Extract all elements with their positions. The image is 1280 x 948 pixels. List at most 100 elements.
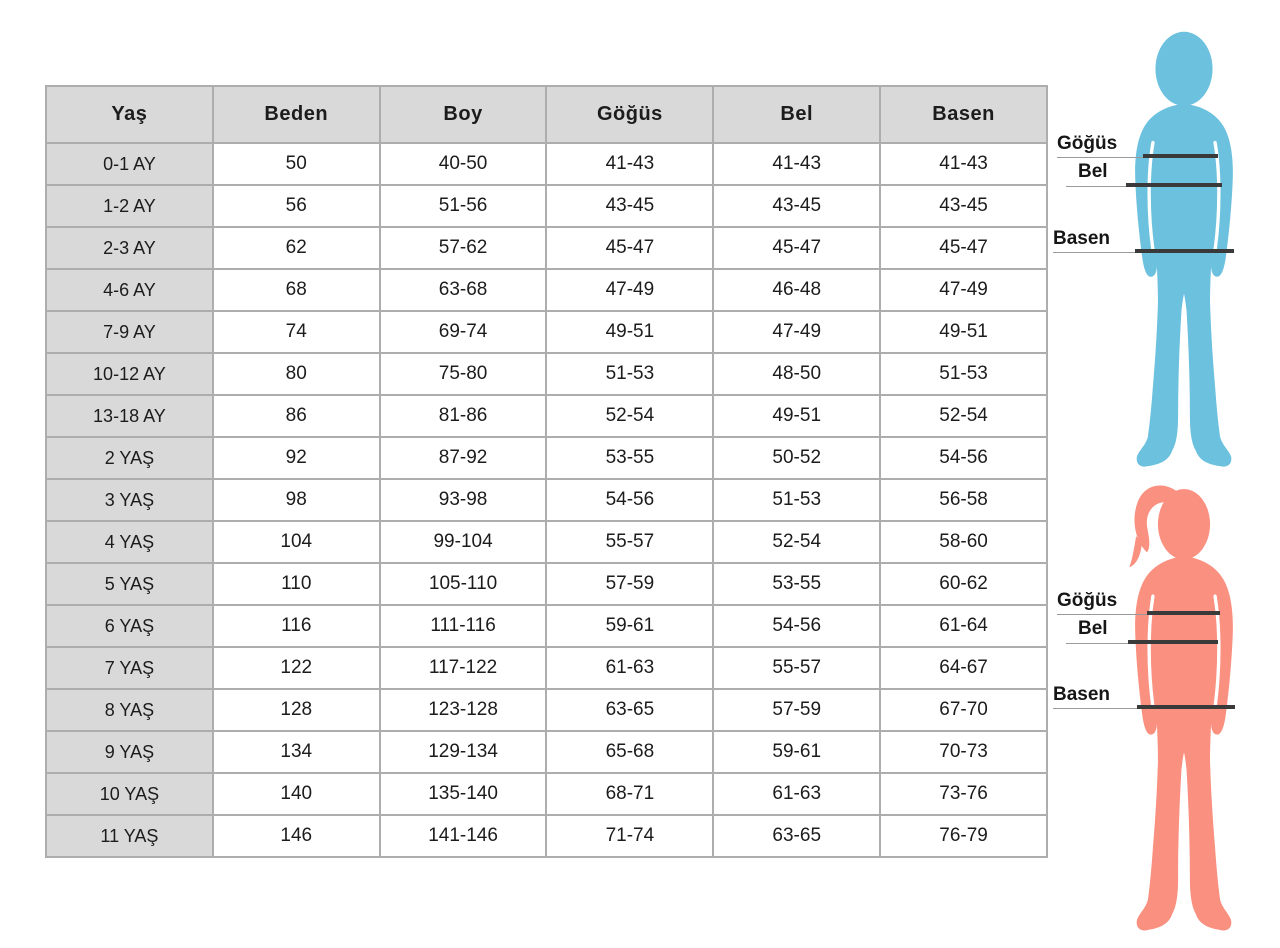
value-cell: 54-56 — [545, 478, 715, 522]
value-cell: 52-54 — [712, 520, 882, 564]
value-cell: 49-51 — [545, 310, 715, 354]
age-cell: 4 YAŞ — [45, 520, 214, 564]
value-cell: 61-63 — [712, 772, 882, 816]
column-header: Boy — [378, 85, 548, 144]
column-header: Göğüs — [545, 85, 715, 144]
value-cell: 81-86 — [378, 394, 548, 438]
measure-line-waist-top — [1126, 183, 1222, 187]
value-cell: 76-79 — [879, 814, 1048, 858]
column-header: Beden — [211, 85, 381, 144]
age-cell: 1-2 AY — [45, 184, 214, 228]
value-cell: 69-74 — [378, 310, 548, 354]
value-cell: 51-56 — [378, 184, 548, 228]
measure-line-waist-bottom — [1128, 640, 1218, 644]
measure-label-chest-top: Göğüs — [1057, 133, 1118, 154]
value-cell: 122 — [211, 646, 381, 690]
value-cell: 53-55 — [545, 436, 715, 480]
arm-gap-left — [1147, 594, 1155, 710]
value-cell: 58-60 — [879, 520, 1048, 564]
figure-ponytail-strand — [1129, 536, 1142, 568]
value-cell: 57-62 — [378, 226, 548, 270]
measure-line-chest-bottom — [1147, 611, 1220, 615]
age-cell: 7-9 AY — [45, 310, 214, 354]
value-cell: 52-54 — [879, 394, 1048, 438]
size-table: Yaş Beden Boy Göğüs Bel Basen 0-1 AY 50 40-50 41… — [45, 85, 1048, 858]
value-cell: 92 — [211, 436, 381, 480]
table-row: 6 YAŞ 116 111-116 59-61 54-56 61-64 — [45, 604, 1048, 648]
value-cell: 51-53 — [712, 478, 882, 522]
value-cell: 146 — [211, 814, 381, 858]
value-cell: 128 — [211, 688, 381, 732]
value-cell: 104 — [211, 520, 381, 564]
arm-gap-left — [1147, 140, 1155, 252]
value-cell: 80 — [211, 352, 381, 396]
figure-body-mirror — [1184, 103, 1233, 467]
value-cell: 43-45 — [879, 184, 1048, 228]
value-cell: 59-61 — [712, 730, 882, 774]
table-row: 2 YAŞ 92 87-92 53-55 50-52 54-56 — [45, 436, 1048, 480]
value-cell: 55-57 — [545, 520, 715, 564]
age-cell: 10-12 AY — [45, 352, 214, 396]
value-cell: 52-54 — [545, 394, 715, 438]
value-cell: 49-51 — [879, 310, 1048, 354]
age-cell: 8 YAŞ — [45, 688, 214, 732]
value-cell: 63-65 — [712, 814, 882, 858]
value-cell: 47-49 — [712, 310, 882, 354]
value-cell: 64-67 — [879, 646, 1048, 690]
age-cell: 10 YAŞ — [45, 772, 214, 816]
measure-line-hip-top — [1135, 249, 1234, 253]
value-cell: 116 — [211, 604, 381, 648]
value-cell: 51-53 — [879, 352, 1048, 396]
value-cell: 98 — [211, 478, 381, 522]
value-cell: 57-59 — [545, 562, 715, 606]
value-cell: 57-59 — [712, 688, 882, 732]
column-header: Yaş — [45, 85, 214, 144]
table-row: 10-12 AY 80 75-80 51-53 48-50 51-53 — [45, 352, 1048, 396]
value-cell: 56 — [211, 184, 381, 228]
table-row: 4 YAŞ 104 99-104 55-57 52-54 58-60 — [45, 520, 1048, 564]
table-row: 7 YAŞ 122 117-122 61-63 55-57 64-67 — [45, 646, 1048, 690]
value-cell: 73-76 — [879, 772, 1048, 816]
figure-body — [1135, 103, 1184, 467]
value-cell: 135-140 — [378, 772, 548, 816]
value-cell: 45-47 — [712, 226, 882, 270]
age-cell: 3 YAŞ — [45, 478, 214, 522]
value-cell: 67-70 — [879, 688, 1048, 732]
value-cell: 47-49 — [879, 268, 1048, 312]
figure-ponytail — [1134, 485, 1183, 553]
value-cell: 41-43 — [545, 142, 715, 186]
value-cell: 55-57 — [712, 646, 882, 690]
child-silhouette-top — [1135, 31, 1233, 467]
column-header: Basen — [879, 85, 1048, 144]
column-header: Bel — [712, 85, 882, 144]
value-cell: 123-128 — [378, 688, 548, 732]
age-cell: 6 YAŞ — [45, 604, 214, 648]
value-cell: 111-116 — [378, 604, 548, 648]
figure-body — [1135, 556, 1184, 931]
value-cell: 110 — [211, 562, 381, 606]
girl-silhouette-bottom — [1129, 485, 1233, 931]
value-cell: 45-47 — [545, 226, 715, 270]
value-cell: 99-104 — [378, 520, 548, 564]
value-cell: 41-43 — [712, 142, 882, 186]
age-cell: 4-6 AY — [45, 268, 214, 312]
value-cell: 87-92 — [378, 436, 548, 480]
value-cell: 93-98 — [378, 478, 548, 522]
age-cell: 13-18 AY — [45, 394, 214, 438]
table-row: 11 YAŞ 146 141-146 71-74 63-65 76-79 — [45, 814, 1048, 858]
value-cell: 141-146 — [378, 814, 548, 858]
value-cell: 63-65 — [545, 688, 715, 732]
size-table-header: Yaş Beden Boy Göğüs Bel Basen — [45, 85, 1048, 144]
figure-head — [1155, 31, 1213, 106]
value-cell: 51-53 — [545, 352, 715, 396]
age-cell: 11 YAŞ — [45, 814, 214, 858]
value-cell: 50-52 — [712, 436, 882, 480]
table-row: 2-3 AY 62 57-62 45-47 45-47 45-47 — [45, 226, 1048, 270]
value-cell: 53-55 — [712, 562, 882, 606]
value-cell: 134 — [211, 730, 381, 774]
age-cell: 5 YAŞ — [45, 562, 214, 606]
age-cell: 9 YAŞ — [45, 730, 214, 774]
header-row: Yaş Beden Boy Göğüs Bel Basen — [45, 85, 1048, 144]
measure-label-waist-bottom: Bel — [1078, 618, 1108, 639]
arm-gap-right — [1213, 140, 1221, 252]
